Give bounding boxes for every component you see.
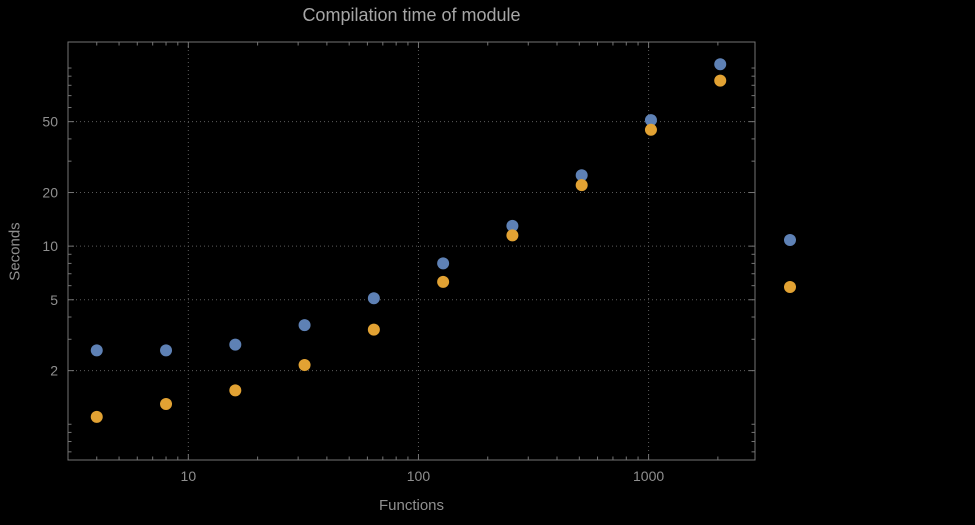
data-point-blue (506, 219, 519, 232)
y-tick-label: 5 (50, 292, 58, 308)
data-point-blue (714, 58, 727, 71)
data-point-orange (160, 397, 173, 410)
legend-marker-blue (784, 234, 796, 246)
x-tick-label: 1000 (633, 468, 664, 484)
data-point-blue (90, 344, 103, 357)
plot-frame (67, 41, 756, 461)
x-tick-label: 100 (407, 468, 431, 484)
data-point-blue (575, 169, 588, 182)
data-point-blue (367, 292, 380, 305)
legend-marker-orange (784, 281, 796, 293)
data-point-orange (506, 229, 519, 242)
data-point-blue (160, 344, 173, 357)
x-axis-label: Functions (378, 497, 445, 514)
y-axis-label: Seconds (6, 221, 24, 281)
data-point-orange (229, 384, 242, 397)
x-tick-label: 10 (181, 468, 197, 484)
y-axis-label-wrap: Seconds (2, 42, 28, 460)
data-point-blue (644, 114, 657, 127)
data-point-orange (437, 275, 450, 288)
data-point-orange (90, 410, 103, 423)
y-tick-label: 20 (42, 185, 58, 201)
data-point-orange (575, 179, 588, 192)
chart-title: Compilation time of module (302, 5, 521, 25)
y-tick-label: 50 (42, 114, 58, 130)
data-point-orange (714, 74, 727, 87)
data-point-orange (644, 123, 657, 136)
data-point-blue (229, 338, 242, 351)
data-point-orange (367, 323, 380, 336)
y-tick-label: 2 (50, 363, 58, 379)
y-tick-label: 10 (42, 238, 58, 254)
data-point-orange (298, 359, 311, 372)
data-point-blue (298, 319, 311, 332)
data-point-blue (437, 257, 450, 270)
